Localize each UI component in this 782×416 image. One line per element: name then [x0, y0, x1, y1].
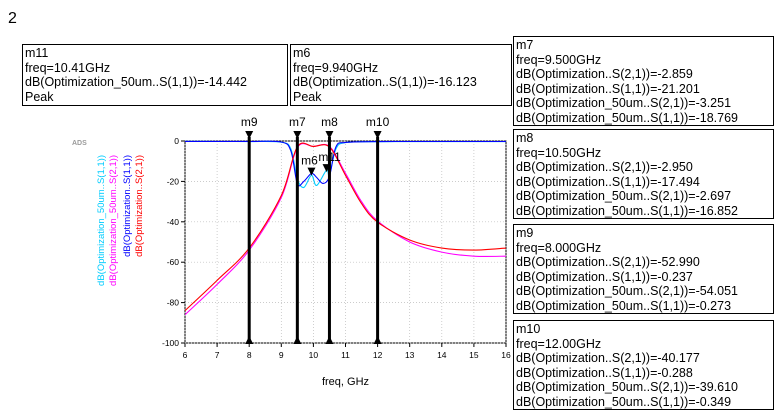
- marker-box-line: dB(Optimization_50um..S(1,1))=-14.442: [25, 75, 247, 89]
- marker-box-m6: m6 freq=9.940GHz dB(Optimization..S(1,1)…: [290, 44, 512, 106]
- marker-box-line: dB(Optimization_50um..S(1,1))=-0.273: [516, 298, 732, 313]
- legend-entry: dB(Optimization..S(2,1)): [134, 155, 145, 257]
- marker-bottom-triangle: [293, 336, 302, 344]
- x-tick-label: 8: [247, 350, 252, 360]
- marker-box-line: dB(Optimization_50um..S(1,1))=-16.852: [516, 203, 738, 218]
- marker-box-line: freq=8.000GHz: [516, 240, 602, 255]
- marker-box-line: dB(Optimization_50um..S(2,1))=-39.610: [516, 380, 738, 394]
- marker-box-line: dB(Optimization..S(2,1))=-52.990: [516, 255, 700, 269]
- legend-entry: dB(Optimization_50um..S(1,1)): [96, 155, 107, 286]
- marker-box-m11: m11 freq=10.41GHz dB(Optimization_50um..…: [22, 44, 288, 106]
- x-tick-label: 11: [341, 350, 350, 360]
- ads-logo-label: ADS: [72, 140, 87, 147]
- marker-label: m8: [321, 115, 338, 129]
- marker-box-line: m7: [516, 38, 534, 52]
- marker-box-line: dB(Optimization..S(1,1))=-16.123: [293, 75, 477, 89]
- marker-box-line: m10: [516, 322, 541, 336]
- page-number: 2: [8, 10, 17, 27]
- peak-marker-triangle: [322, 164, 331, 173]
- marker-bottom-triangle: [245, 336, 254, 344]
- marker-box-line: dB(Optimization..S(2,1))=-40.177: [516, 351, 700, 365]
- x-tick-label: 7: [215, 350, 220, 360]
- peak-marker-triangle: [307, 167, 316, 176]
- marker-box-line: Peak: [25, 89, 54, 104]
- marker-box-line: freq=9.940GHz: [293, 60, 379, 75]
- marker-box-line: dB(Optimization_50um..S(1,1))=-0.349: [516, 394, 732, 409]
- marker-top-triangle: [373, 131, 382, 139]
- marker-bottom-triangle: [373, 336, 382, 344]
- series-line: [185, 142, 506, 312]
- legend-entry: dB(Optimization_50um..S(2,1)): [108, 155, 119, 286]
- marker-box-line: dB(Optimization_50um..S(2,1))=-3.251: [516, 96, 732, 110]
- x-axis-label: freq, GHz: [322, 376, 369, 388]
- y-tick-label: -80: [167, 298, 180, 308]
- x-tick-label: 15: [469, 350, 479, 360]
- marker-box-line: dB(Optimization..S(1,1))=-17.494: [516, 174, 700, 189]
- series-line: [185, 142, 506, 316]
- x-tick-label: 13: [405, 350, 415, 360]
- legend-entry: dB(Optimization..S(1,1)): [122, 155, 133, 257]
- peak-marker-label: m11: [318, 150, 341, 164]
- y-tick-label: -100: [162, 338, 179, 348]
- marker-box-line: dB(Optimization..S(1,1))=-0.288: [516, 365, 693, 380]
- marker-box-line: dB(Optimization_50um..S(1,1))=-18.769: [516, 110, 738, 125]
- marker-box-line: freq=10.50GHz: [516, 145, 602, 160]
- marker-box-line: dB(Optimization_50um..S(2,1))=-54.051: [516, 284, 738, 298]
- x-tick-label: 10: [309, 350, 319, 360]
- marker-bottom-triangle: [325, 336, 334, 344]
- marker-box-line: Peak: [293, 89, 322, 104]
- marker-top-triangle: [325, 131, 334, 139]
- marker-box-m7: m7 freq=9.500GHz dB(Optimization..S(2,1)…: [513, 36, 774, 126]
- marker-box-m9: m9 freq=8.000GHz dB(Optimization..S(2,1)…: [513, 224, 774, 314]
- marker-box-line: m8: [516, 131, 534, 145]
- marker-label: m10: [366, 115, 390, 129]
- marker-box-line: dB(Optimization..S(1,1))=-21.201: [516, 81, 700, 96]
- marker-box-line: dB(Optimization_50um..S(2,1))=-2.697: [516, 189, 732, 203]
- y-tick-label: 0: [174, 136, 179, 146]
- marker-box-line: dB(Optimization..S(1,1))=-0.237: [516, 269, 693, 284]
- marker-box-line: m11: [25, 46, 49, 60]
- marker-box-line: m9: [516, 226, 534, 240]
- marker-top-triangle: [245, 131, 254, 139]
- marker-box-line: dB(Optimization..S(2,1))=-2.859: [516, 67, 693, 81]
- x-tick-label: 9: [279, 350, 284, 360]
- marker-box-line: freq=9.500GHz: [516, 52, 602, 67]
- marker-box-line: freq=10.41GHz: [25, 60, 111, 75]
- y-tick-label: -20: [167, 176, 180, 186]
- marker-box-line: m6: [293, 46, 311, 60]
- marker-label: m7: [289, 115, 306, 129]
- series-line: [185, 140, 506, 187]
- marker-box-line: dB(Optimization..S(2,1))=-2.950: [516, 160, 693, 174]
- y-tick-label: -60: [167, 257, 180, 267]
- marker-box-line: freq=12.00GHz: [516, 336, 602, 351]
- marker-box-m10: m10 freq=12.00GHz dB(Optimization..S(2,1…: [513, 320, 774, 410]
- marker-top-triangle: [293, 131, 302, 139]
- x-tick-label: 14: [437, 350, 447, 360]
- marker-box-m8: m8 freq=10.50GHz dB(Optimization..S(2,1)…: [513, 129, 774, 219]
- y-tick-label: -40: [167, 217, 180, 227]
- marker-label: m9: [241, 115, 258, 129]
- x-tick-label: 6: [183, 350, 188, 360]
- x-tick-label: 12: [373, 350, 383, 360]
- x-tick-label: 16: [501, 350, 511, 360]
- peak-marker-label: m6: [301, 154, 318, 168]
